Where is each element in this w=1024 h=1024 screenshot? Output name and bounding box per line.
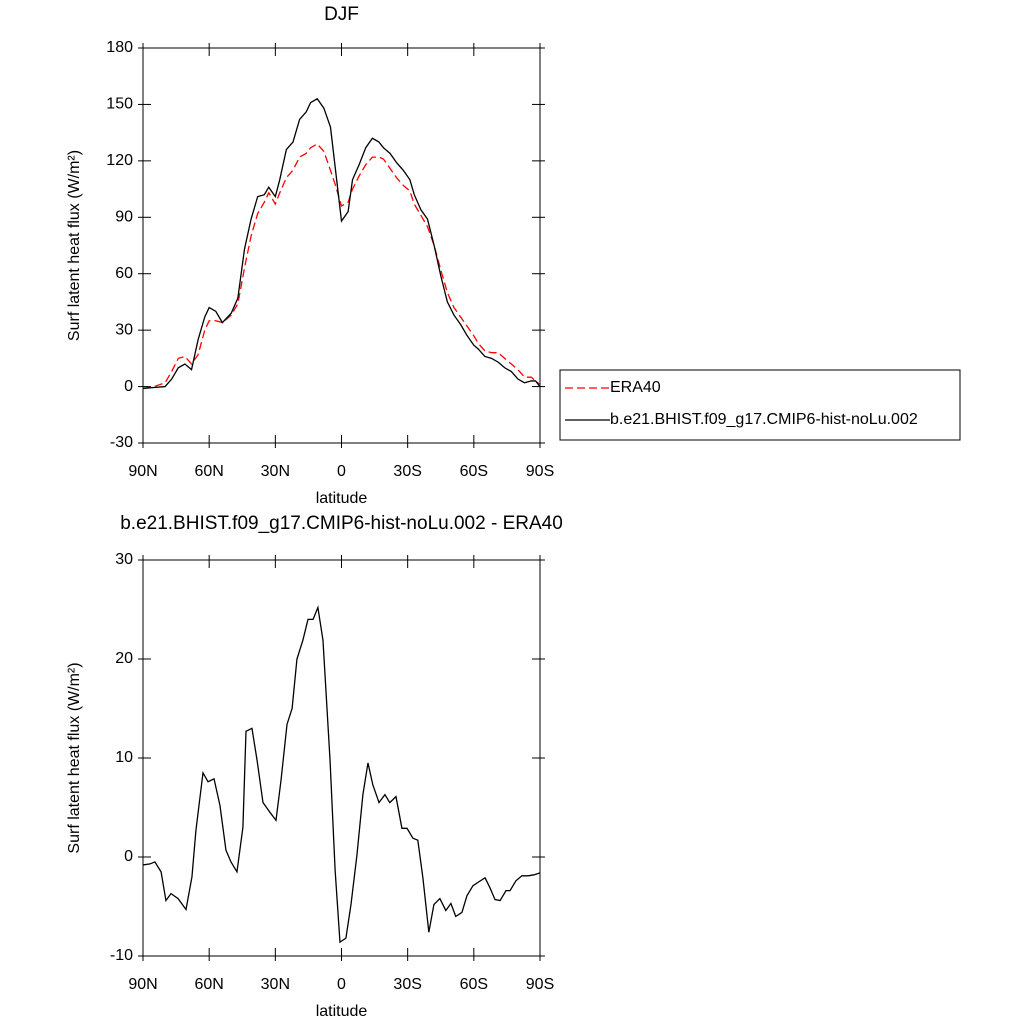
data-line (142, 97, 541, 390)
x-tick-label: 90S (526, 463, 554, 480)
x-tick-label: 60S (460, 463, 488, 480)
y-tick-label: 150 (106, 96, 133, 113)
y-tick-label: 90 (115, 209, 133, 226)
y-tick-label: 30 (115, 321, 133, 338)
y-tick-label: 0 (124, 848, 133, 865)
y-tick-label: 120 (106, 152, 133, 169)
y-tick-label: -10 (110, 947, 133, 964)
x-tick-label: 30S (393, 463, 421, 480)
x-axis-label: latitude (316, 1003, 368, 1020)
x-axis-label: latitude (316, 490, 368, 507)
chart-title: DJF (324, 4, 359, 25)
x-tick-label: 90S (526, 976, 554, 993)
x-tick-label: 90N (128, 463, 157, 480)
legend-box (559, 369, 961, 441)
y-tick-label: 30 (115, 551, 133, 568)
plot-frame (142, 47, 541, 444)
x-tick-label: 30N (261, 976, 290, 993)
plot-frame (142, 559, 541, 957)
y-tick-label: 20 (115, 650, 133, 667)
x-tick-label: 60N (194, 463, 223, 480)
x-tick-label: 30N (261, 463, 290, 480)
data-line (142, 143, 541, 390)
x-tick-label: 60N (194, 976, 223, 993)
y-axis-label: Surf latent heat flux (W/m²) (66, 150, 83, 341)
y-axis-label: Surf latent heat flux (W/m²) (66, 662, 83, 853)
x-tick-label: 90N (128, 976, 157, 993)
x-tick-label: 60S (460, 976, 488, 993)
legend-label: ERA40 (610, 379, 661, 396)
x-tick-label: 0 (337, 976, 346, 993)
y-tick-label: 60 (115, 265, 133, 282)
legend-label: b.e21.BHIST.f09_g17.CMIP6-hist-noLu.002 (610, 411, 918, 428)
chart-title: b.e21.BHIST.f09_g17.CMIP6-hist-noLu.002 … (120, 513, 563, 534)
y-tick-label: -30 (110, 434, 133, 451)
data-line (142, 605, 541, 944)
y-tick-label: 180 (106, 39, 133, 56)
x-tick-label: 0 (337, 463, 346, 480)
x-tick-label: 30S (393, 976, 421, 993)
y-tick-label: 10 (115, 749, 133, 766)
y-tick-label: 0 (124, 378, 133, 395)
